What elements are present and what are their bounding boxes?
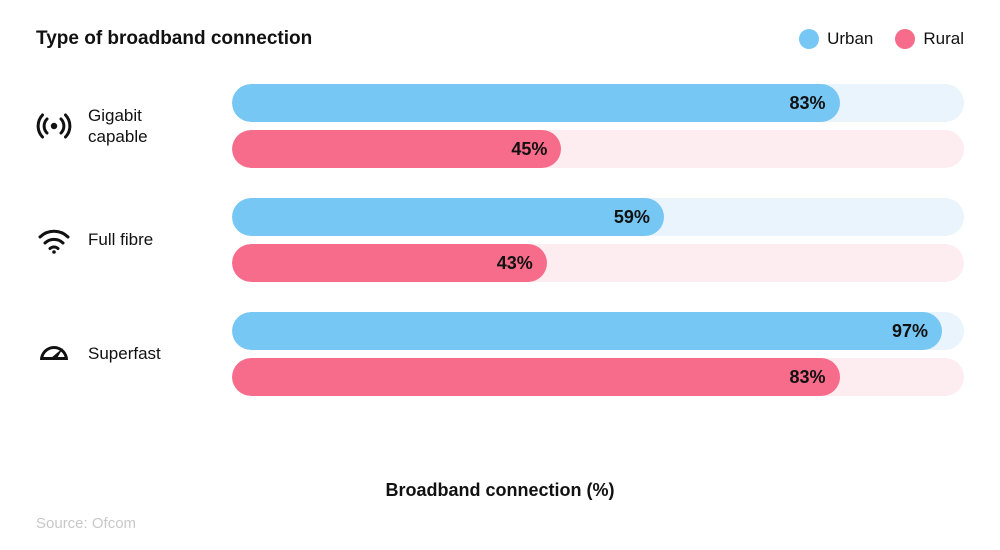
bar-value-gigabit-rural: 45% [511, 139, 547, 160]
chart-source: Source: Ofcom [36, 515, 964, 532]
legend-label-urban: Urban [827, 29, 873, 49]
chart-header: Type of broadband connection Urban Rural [36, 28, 964, 50]
group-superfast: Superfast 97% 83% [36, 312, 964, 396]
group-label-fullfibre: Full fibre [36, 222, 206, 258]
bar-track-fullfibre-rural: 43% [232, 244, 964, 282]
bar-fill-fullfibre-urban: 59% [232, 198, 664, 236]
chart-container: Type of broadband connection Urban Rural [0, 0, 1000, 550]
broadcast-icon [36, 108, 72, 144]
wifi-icon [36, 222, 72, 258]
chart-title: Type of broadband connection [36, 28, 312, 50]
bars-superfast: 97% 83% [232, 312, 964, 396]
gauge-icon [36, 336, 72, 372]
bars-fullfibre: 59% 43% [232, 198, 964, 282]
bar-value-gigabit-urban: 83% [790, 93, 826, 114]
group-name-gigabit: Gigabit capable [88, 105, 206, 148]
group-label-superfast: Superfast [36, 336, 206, 372]
bar-fill-superfast-urban: 97% [232, 312, 942, 350]
legend-item-rural: Rural [895, 29, 964, 49]
group-name-fullfibre: Full fibre [88, 229, 153, 250]
bar-track-superfast-urban: 97% [232, 312, 964, 350]
bars-gigabit: 83% 45% [232, 84, 964, 168]
group-gigabit: Gigabit capable 83% 45% [36, 84, 964, 168]
bar-value-superfast-rural: 83% [790, 367, 826, 388]
legend-item-urban: Urban [799, 29, 873, 49]
bar-track-gigabit-urban: 83% [232, 84, 964, 122]
bar-value-fullfibre-rural: 43% [497, 253, 533, 274]
bar-track-gigabit-rural: 45% [232, 130, 964, 168]
bar-fill-gigabit-urban: 83% [232, 84, 840, 122]
legend-label-rural: Rural [923, 29, 964, 49]
legend-swatch-urban [799, 29, 819, 49]
bar-fill-gigabit-rural: 45% [232, 130, 561, 168]
group-label-gigabit: Gigabit capable [36, 105, 206, 148]
bar-value-fullfibre-urban: 59% [614, 207, 650, 228]
x-axis-label: Broadband connection (%) [36, 480, 964, 501]
legend-swatch-rural [895, 29, 915, 49]
group-fullfibre: Full fibre 59% 43% [36, 198, 964, 282]
chart-groups: Gigabit capable 83% 45% [36, 84, 964, 450]
bar-track-fullfibre-urban: 59% [232, 198, 964, 236]
bar-track-superfast-rural: 83% [232, 358, 964, 396]
bar-fill-superfast-rural: 83% [232, 358, 840, 396]
bar-value-superfast-urban: 97% [892, 321, 928, 342]
group-name-superfast: Superfast [88, 343, 161, 364]
bar-fill-fullfibre-rural: 43% [232, 244, 547, 282]
chart-legend: Urban Rural [799, 29, 964, 49]
